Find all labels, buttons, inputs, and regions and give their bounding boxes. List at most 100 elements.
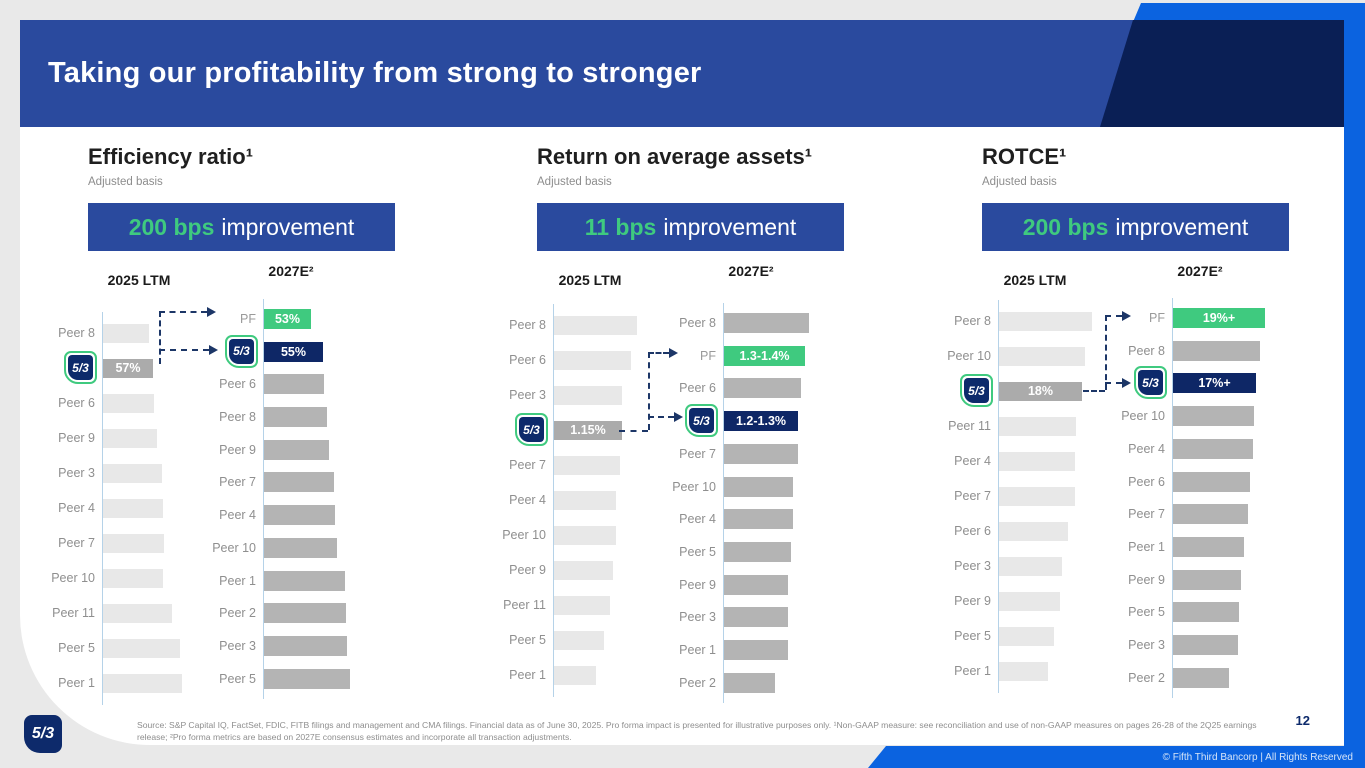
bar-peer-11 xyxy=(554,595,610,615)
bar-peer-9 xyxy=(724,574,788,595)
banner-text: improvement xyxy=(663,213,797,240)
bar-label: Peer 9 xyxy=(58,431,95,445)
header-accent-shape xyxy=(1100,20,1344,127)
bar-peer-2 xyxy=(1173,667,1229,688)
copyright-bar: © Fifth Third Bancorp | All Rights Reser… xyxy=(868,746,1365,768)
projection-arrow-line xyxy=(1105,315,1107,390)
bar-label: Peer 6 xyxy=(509,353,546,367)
bar-peer-11 xyxy=(103,603,172,623)
projection-arrow-line xyxy=(1083,390,1105,392)
bar-peer-1 xyxy=(999,661,1048,681)
projection-arrow-line xyxy=(619,430,648,432)
bar-label: Peer 6 xyxy=(679,381,716,396)
metric-title: ROTCE¹ xyxy=(982,144,1067,169)
bar-label: PF xyxy=(700,348,716,363)
bar-peer-10 xyxy=(1173,406,1254,427)
bar-label: Peer 10 xyxy=(947,349,991,363)
improvement-banner: 200 bps improvement xyxy=(88,203,395,251)
fitb-logo-glyph: 5/3 xyxy=(964,378,989,403)
bar-label: Peer 1 xyxy=(679,643,716,658)
banner-text: improvement xyxy=(221,213,355,240)
bar-label: Peer 10 xyxy=(502,528,546,542)
bar-label: Peer 9 xyxy=(219,442,256,457)
improvement-banner: 200 bps improvement xyxy=(982,203,1289,251)
fitb-logo-marker: 5/3 xyxy=(225,334,258,368)
bar-label: Peer 11 xyxy=(52,606,95,620)
axis-line xyxy=(263,298,264,699)
bar-peer-7 xyxy=(724,443,798,464)
banner-text: improvement xyxy=(1115,213,1249,240)
bar-peer-1 xyxy=(103,673,182,693)
projection-arrow-line xyxy=(159,311,161,364)
bar-label: Peer 7 xyxy=(679,446,716,461)
bar-peer-7 xyxy=(1173,504,1248,525)
bar-label: Peer 5 xyxy=(219,671,256,686)
bar-label: Peer 10 xyxy=(1121,409,1165,424)
bar-peer-3 xyxy=(103,463,162,483)
bar-peer-5 xyxy=(103,638,180,658)
fitb-logo-marker: 5/3 xyxy=(685,404,718,438)
metric-title: Return on average assets¹ xyxy=(537,144,813,169)
projection-arrow-line xyxy=(648,352,650,430)
bar-5-3: 18% xyxy=(999,381,1082,401)
bar-peer-11 xyxy=(999,416,1076,436)
bar-label: Peer 11 xyxy=(948,419,991,433)
bar-label: Peer 7 xyxy=(219,475,256,490)
projection-arrow-line xyxy=(648,352,669,354)
bar-5-3: 1.2-1.3% xyxy=(724,411,798,432)
bar-label: Peer 1 xyxy=(1128,539,1165,554)
bar-5-3: 55% xyxy=(264,341,323,362)
bar-value: 55% xyxy=(280,344,307,359)
bar-peer-10 xyxy=(103,568,163,588)
bar-label: Peer 9 xyxy=(954,594,991,608)
bar-label: Peer 9 xyxy=(679,577,716,592)
bar-peer-8 xyxy=(264,407,327,428)
bar-label: Peer 1 xyxy=(954,664,991,678)
fitb-logo-glyph: 5/3 xyxy=(229,338,254,364)
bar-peer-2 xyxy=(264,603,346,624)
projection-arrowhead xyxy=(209,345,218,355)
bar-peer-10 xyxy=(554,525,616,545)
bar-label: Peer 6 xyxy=(58,396,95,410)
bar-value: 1.3-1.4% xyxy=(739,348,790,363)
bar-peer-8 xyxy=(724,313,809,334)
bar-5-3: 17%+ xyxy=(1173,373,1256,394)
bar-peer-1 xyxy=(264,570,345,591)
bar-value: 17%+ xyxy=(1198,376,1231,391)
bar-value: 53% xyxy=(274,311,301,326)
bar-peer-10 xyxy=(724,476,793,497)
page-number: 12 xyxy=(1295,713,1310,728)
bar-label: Peer 9 xyxy=(1128,572,1165,587)
fitb-logo-glyph: 5/3 xyxy=(689,408,714,434)
fitb-logo-marker: 5/3 xyxy=(1134,366,1167,400)
metric-subtitle: Adjusted basis xyxy=(982,176,1057,188)
bar-peer-9 xyxy=(1173,569,1241,590)
column-header: 2025 LTM xyxy=(107,272,171,288)
column-header: 2027E² xyxy=(268,263,314,279)
bar-5-3: 1.15% xyxy=(554,420,622,440)
bar-peer-8 xyxy=(103,323,149,343)
bar-peer-8 xyxy=(999,311,1092,331)
bar-peer-9 xyxy=(554,560,613,580)
bar-label: Peer 4 xyxy=(1128,441,1165,456)
column-header: 2027E² xyxy=(728,263,774,279)
bar-label: Peer 11 xyxy=(503,598,546,612)
bar-label: Peer 3 xyxy=(509,388,546,402)
projection-arrowhead xyxy=(1122,311,1131,321)
copyright-text: © Fifth Third Bancorp | All Rights Reser… xyxy=(1162,751,1353,763)
bar-peer-4 xyxy=(103,498,163,518)
bar-label: Peer 8 xyxy=(58,326,95,340)
bar-label: Peer 8 xyxy=(954,314,991,328)
bar-value: 18% xyxy=(1027,384,1054,398)
bar-value: 19%+ xyxy=(1202,311,1236,326)
axis-line xyxy=(998,299,999,693)
bar-peer-4 xyxy=(554,490,616,510)
bar-label: PF xyxy=(1149,311,1165,326)
axis-line xyxy=(723,302,724,704)
bar-label: Peer 6 xyxy=(1128,474,1165,489)
projection-arrowhead xyxy=(669,348,678,358)
bar-value: 57% xyxy=(115,361,141,375)
bar-peer-7 xyxy=(103,533,164,553)
bar-label: Peer 9 xyxy=(509,563,546,577)
